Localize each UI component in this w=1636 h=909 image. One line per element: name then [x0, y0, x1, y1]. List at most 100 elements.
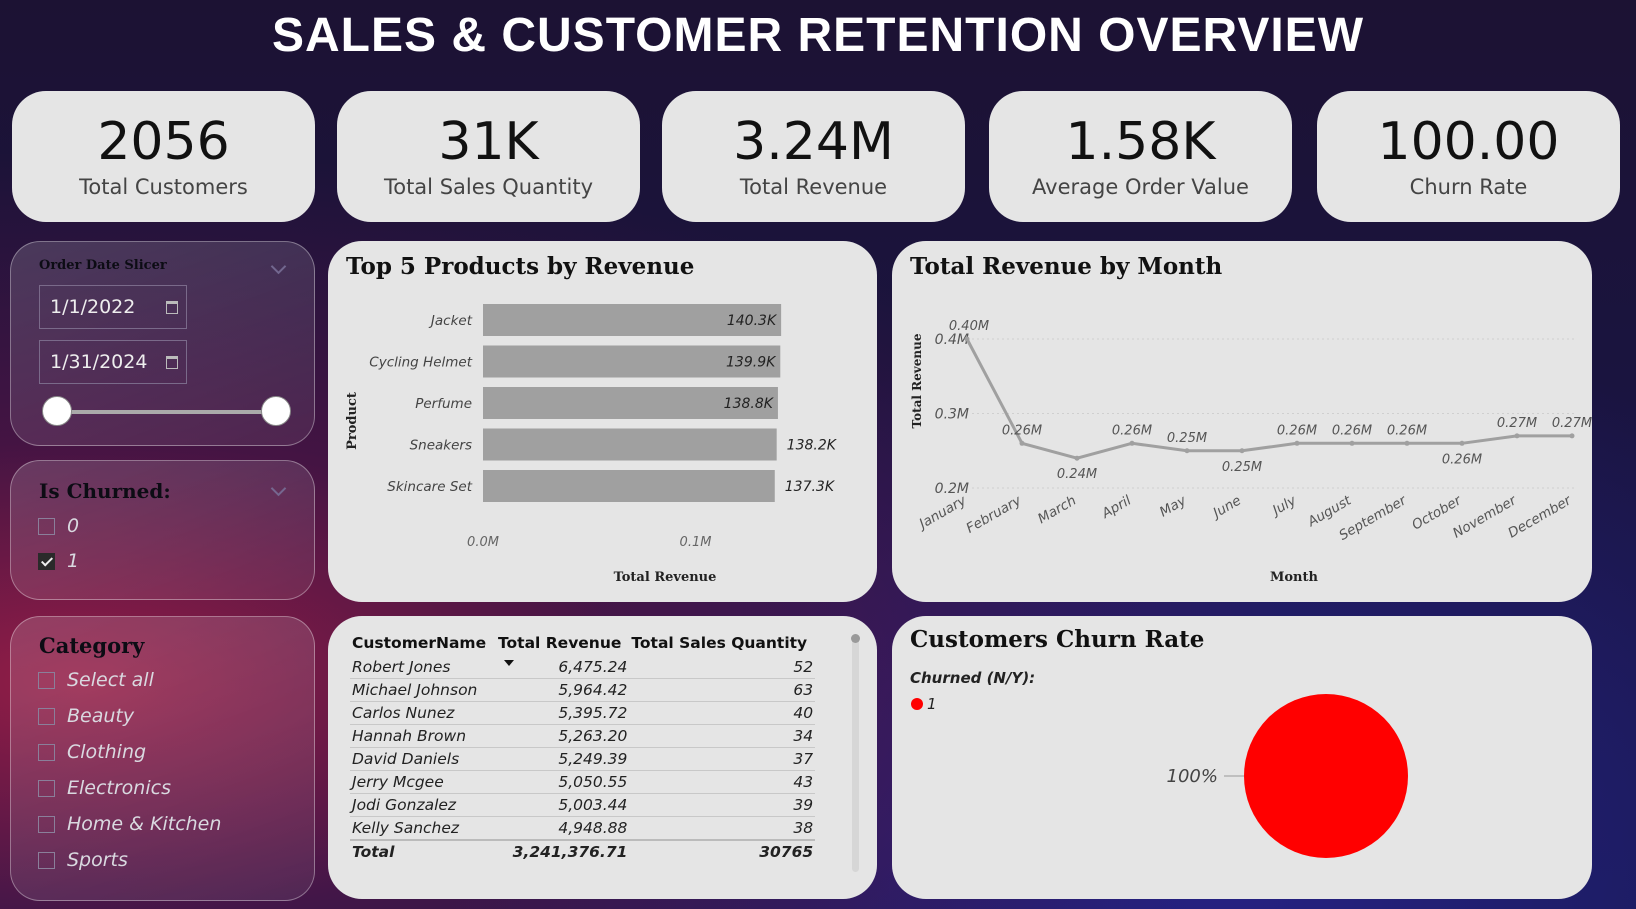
cell-total-sales-quantity: 38: [629, 816, 816, 841]
table-row[interactable]: Kelly Sanchez 4,948.88 38: [350, 816, 816, 841]
legend-title: Churned (N/Y):: [910, 669, 1035, 687]
bar-x-tick-label: 0.0M: [467, 535, 499, 550]
bar-category-label: Sneakers: [410, 438, 472, 454]
line-data-label: 0.26M: [1112, 423, 1152, 438]
checkbox[interactable]: [38, 672, 55, 689]
cell-customer-name: Carlos Nunez: [350, 701, 496, 725]
cell-total-sales-quantity: 63: [629, 678, 816, 702]
checkbox[interactable]: [38, 816, 55, 833]
cell-total-sales-quantity: 40: [629, 701, 816, 725]
table-row[interactable]: Robert Jones 6,475.24 52: [350, 656, 816, 679]
pie-chart: Churned (N/Y): 1 100%: [910, 669, 1408, 858]
line-data-label: 0.26M: [1442, 452, 1482, 467]
cell-total-sales-quantity: 52: [629, 656, 816, 679]
bar: [483, 304, 782, 336]
cell-total-sales-quantity: 34: [629, 724, 816, 748]
table-row[interactable]: Michael Johnson 5,964.42 63: [350, 678, 816, 702]
line-point: [1294, 440, 1300, 446]
option-label: Clothing: [67, 741, 147, 763]
line-x-tick-label: March: [1035, 493, 1079, 528]
kpi-churn-rate: 100.00 Churn Rate: [1317, 91, 1620, 222]
slicer-title: Order Date Slicer: [39, 258, 167, 273]
cell-total-sales-quantity: 39: [629, 793, 816, 817]
col-header-customer-name[interactable]: CustomerName: [352, 634, 487, 652]
cell-customer-name: Robert Jones: [350, 656, 496, 679]
bar-data-label: 137.3K: [785, 479, 836, 495]
date-range-track[interactable]: [45, 410, 267, 414]
calendar-icon[interactable]: [166, 356, 178, 369]
line-point: [964, 336, 970, 342]
line-data-label: 0.24M: [1057, 467, 1097, 482]
cell-customer-name: Jodi Gonzalez: [350, 793, 496, 817]
pie-data-label: 100%: [1167, 766, 1218, 787]
line-point: [1514, 433, 1520, 439]
table-row[interactable]: Jerry Mcgee 5,050.55 43: [350, 770, 816, 794]
checkbox[interactable]: [38, 780, 55, 797]
line-point: [1239, 448, 1245, 454]
customer-table: CustomerName Total Revenue Total Sales Q…: [350, 632, 816, 863]
churn-rate-panel: Customers Churn Rate Churned (N/Y): 1 10…: [892, 616, 1592, 899]
option-label: Beauty: [67, 705, 135, 727]
table-row[interactable]: Jodi Gonzalez 5,003.44 39: [350, 793, 816, 817]
start-date-input[interactable]: 1/1/2022: [39, 285, 187, 329]
bar-category-label: Perfume: [415, 396, 472, 412]
bar-category-label: Skincare Set: [387, 479, 472, 495]
option-label: Sports: [67, 849, 128, 871]
bar-category-label: Jacket: [428, 313, 473, 329]
table-scrollbar[interactable]: [851, 634, 860, 872]
line-x-tick-label: May: [1157, 492, 1190, 520]
bar-data-label: 139.9K: [726, 355, 777, 371]
checkbox[interactable]: [38, 708, 55, 725]
line-data-label: 0.25M: [1167, 431, 1207, 446]
line-data-label: 0.27M: [1552, 416, 1592, 431]
line-y-axis-title: Total Revenue: [910, 333, 924, 428]
end-date-handle[interactable]: [261, 396, 291, 426]
line-y-tick-label: 0.4M: [935, 332, 969, 348]
kpi-label: Average Order Value: [1032, 175, 1249, 199]
start-date-handle[interactable]: [42, 396, 72, 426]
bar: [483, 387, 778, 419]
chart-title: Total Revenue by Month: [910, 253, 1223, 280]
cell-total-revenue: 5,395.72: [496, 701, 630, 725]
legend-swatch: [911, 698, 923, 710]
line-data-label: 0.26M: [1002, 423, 1042, 438]
checkbox[interactable]: [38, 744, 55, 761]
col-header-total-sales-quantity[interactable]: Total Sales Quantity: [631, 634, 808, 652]
checkbox[interactable]: [38, 852, 55, 869]
sort-descending-icon: [504, 660, 514, 666]
checkbox[interactable]: [38, 518, 55, 535]
option-label: Electronics: [67, 777, 171, 799]
chevron-down-icon[interactable]: [270, 258, 287, 275]
cell-total-revenue: 3,241,376.71: [496, 839, 630, 863]
kpi-value: 100.00: [1377, 112, 1560, 172]
revenue-by-month-panel: Total Revenue by Month 0.2M 0.3M 0.4M 0.40M…: [892, 241, 1592, 602]
top-products-chart-panel: Top 5 Products by Revenue 0.0M 0.1M Jacket…: [328, 241, 877, 602]
slicer-title: Is Churned:: [39, 479, 171, 503]
checkbox-checked[interactable]: [38, 553, 55, 570]
calendar-icon[interactable]: [166, 301, 178, 314]
chevron-down-icon[interactable]: [270, 480, 287, 497]
col-header-total-revenue[interactable]: Total Revenue: [496, 632, 629, 666]
bar-category-label: Cycling Helmet: [369, 355, 472, 371]
line-y-tick-label: 0.3M: [935, 407, 969, 423]
line-point: [1019, 440, 1025, 446]
cell-total-revenue: 5,249.39: [496, 747, 630, 771]
chart-title: Customers Churn Rate: [910, 626, 1205, 653]
legend-label[interactable]: 1: [927, 695, 937, 713]
line-x-tick-label: December: [1505, 492, 1575, 542]
line-x-tick-label: April: [1098, 492, 1134, 522]
line-point: [1074, 455, 1080, 461]
dashboard-title: SALES & CUSTOMER RETENTION OVERVIEW: [271, 9, 1364, 62]
end-date-input[interactable]: 1/31/2024: [39, 340, 187, 384]
kpi-total-customers: 2056 Total Customers: [12, 91, 315, 222]
kpi-value: 31K: [438, 112, 539, 172]
table-row[interactable]: David Daniels 5,249.39 37: [350, 747, 816, 771]
cell-total-sales-quantity: 30765: [629, 839, 816, 863]
bar: [483, 345, 781, 378]
kpi-value: 3.24M: [733, 112, 894, 172]
table-row[interactable]: Carlos Nunez 5,395.72 40: [350, 701, 816, 725]
line-point: [1129, 440, 1135, 446]
line-point: [1404, 440, 1410, 446]
line-x-tick-label: July: [1267, 492, 1299, 520]
table-row[interactable]: Hannah Brown 5,263.20 34: [350, 724, 816, 748]
